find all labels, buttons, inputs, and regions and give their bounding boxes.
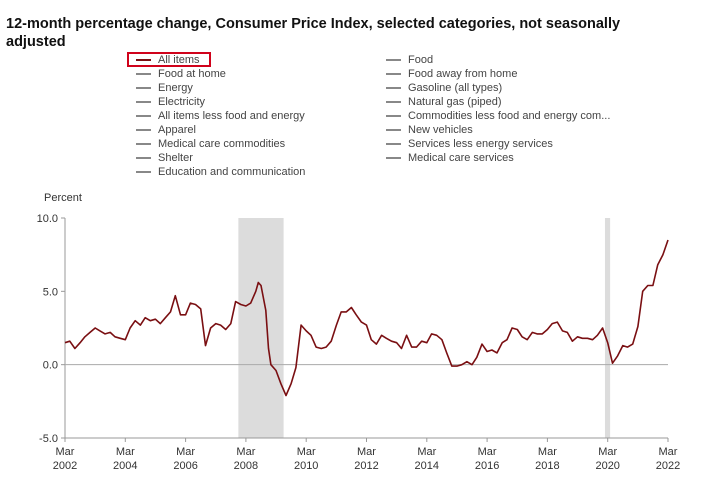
legend-item[interactable]: Medical care commodities	[136, 137, 305, 151]
x-tick-month: Mar	[417, 446, 436, 458]
x-tick-month: Mar	[538, 446, 557, 458]
legend-swatch	[136, 59, 151, 61]
legend-swatch	[386, 157, 401, 159]
legend-label: Shelter	[158, 152, 193, 164]
legend-item[interactable]: Gasoline (all types)	[386, 81, 610, 95]
legend-swatch	[136, 143, 151, 145]
legend-label: Apparel	[158, 124, 196, 136]
legend-item[interactable]: Shelter	[136, 151, 305, 165]
legend-item[interactable]: Commodities less food and energy com...	[386, 109, 610, 123]
x-tick-month: Mar	[598, 446, 617, 458]
x-tick-year: 2012	[354, 460, 378, 472]
active-legend-highlight	[127, 52, 211, 67]
legend-item[interactable]: Food at home	[136, 67, 305, 81]
legend-label: Services less energy services	[408, 138, 553, 150]
x-tick-year: 2008	[234, 460, 258, 472]
chart-title: 12-month percentage change, Consumer Pri…	[6, 16, 621, 50]
x-tick-month: Mar	[236, 446, 255, 458]
legend-right: Food Food away from home Gasoline (all typ…	[386, 53, 610, 165]
y-tick-label: 10.0	[37, 213, 58, 225]
x-tick-month: Mar	[56, 446, 75, 458]
x-tick-month: Mar	[116, 446, 135, 458]
legend-item[interactable]: Education and communication	[136, 165, 305, 179]
x-tick-month: Mar	[478, 446, 497, 458]
legend-swatch	[386, 115, 401, 117]
x-tick-year: 2010	[294, 460, 318, 472]
recession-band	[238, 218, 284, 438]
y-tick-label: 5.0	[43, 286, 58, 298]
series-line-all-items	[64, 239, 669, 397]
legend-label: Natural gas (piped)	[408, 96, 502, 108]
x-tick-month: Mar	[176, 446, 195, 458]
legend-label: Education and communication	[158, 166, 306, 178]
legend-swatch	[136, 129, 151, 131]
legend-label: All items	[158, 54, 200, 66]
x-tick-year: 2016	[475, 460, 499, 472]
legend-label: New vehicles	[408, 124, 473, 136]
legend-item[interactable]: Food	[386, 53, 610, 67]
x-tick-month: Mar	[659, 446, 678, 458]
legend-label: Energy	[158, 82, 193, 94]
legend-swatch	[136, 87, 151, 89]
y-tick-label: 0.0	[43, 360, 58, 372]
legend-label: All items less food and energy	[158, 110, 305, 122]
legend-swatch	[136, 101, 151, 103]
legend-item[interactable]: Apparel	[136, 123, 305, 137]
legend-item[interactable]: Medical care services	[386, 151, 610, 165]
legend-swatch	[386, 101, 401, 103]
y-tick-label: -5.0	[39, 433, 58, 445]
legend-left: All items Food at home Energy Electricity Al…	[136, 53, 305, 179]
legend-swatch	[136, 115, 151, 117]
legend-swatch	[136, 157, 151, 159]
legend-item[interactable]: Energy	[136, 81, 305, 95]
y-axis-label: Percent	[44, 192, 82, 204]
legend-swatch	[386, 143, 401, 145]
x-tick-month: Mar	[357, 446, 376, 458]
legend-label: Food at home	[158, 68, 226, 80]
x-tick-year: 2002	[53, 460, 77, 472]
x-tick-month: Mar	[297, 446, 316, 458]
legend-item[interactable]: All items	[136, 53, 305, 67]
x-tick-year: 2014	[415, 460, 439, 472]
legend-swatch	[136, 171, 151, 173]
legend-label: Commodities less food and energy com...	[408, 110, 611, 122]
legend-swatch	[386, 129, 401, 131]
legend-label: Medical care services	[408, 152, 514, 164]
legend-swatch	[386, 87, 401, 89]
legend-swatch	[136, 73, 151, 75]
legend-item[interactable]: Services less energy services	[386, 137, 610, 151]
legend-label: Medical care commodities	[158, 138, 286, 150]
legend-swatch	[386, 73, 401, 75]
legend-item[interactable]: Electricity	[136, 95, 305, 109]
x-tick-year: 2022	[656, 460, 680, 472]
x-tick-year: 2020	[595, 460, 619, 472]
x-tick-year: 2006	[173, 460, 197, 472]
x-tick-year: 2018	[535, 460, 559, 472]
x-tick-year: 2004	[113, 460, 137, 472]
legend-label: Food away from home	[408, 68, 518, 80]
legend-label: Gasoline (all types)	[408, 82, 503, 94]
legend-label: Food	[408, 54, 434, 66]
recession-band	[604, 218, 611, 438]
legend-swatch	[386, 59, 401, 61]
legend-item[interactable]: Natural gas (piped)	[386, 95, 610, 109]
legend-item[interactable]: Food away from home	[386, 67, 610, 81]
legend-item[interactable]: New vehicles	[386, 123, 610, 137]
legend-item[interactable]: All items less food and energy	[136, 109, 305, 123]
legend-label: Electricity	[158, 96, 206, 108]
